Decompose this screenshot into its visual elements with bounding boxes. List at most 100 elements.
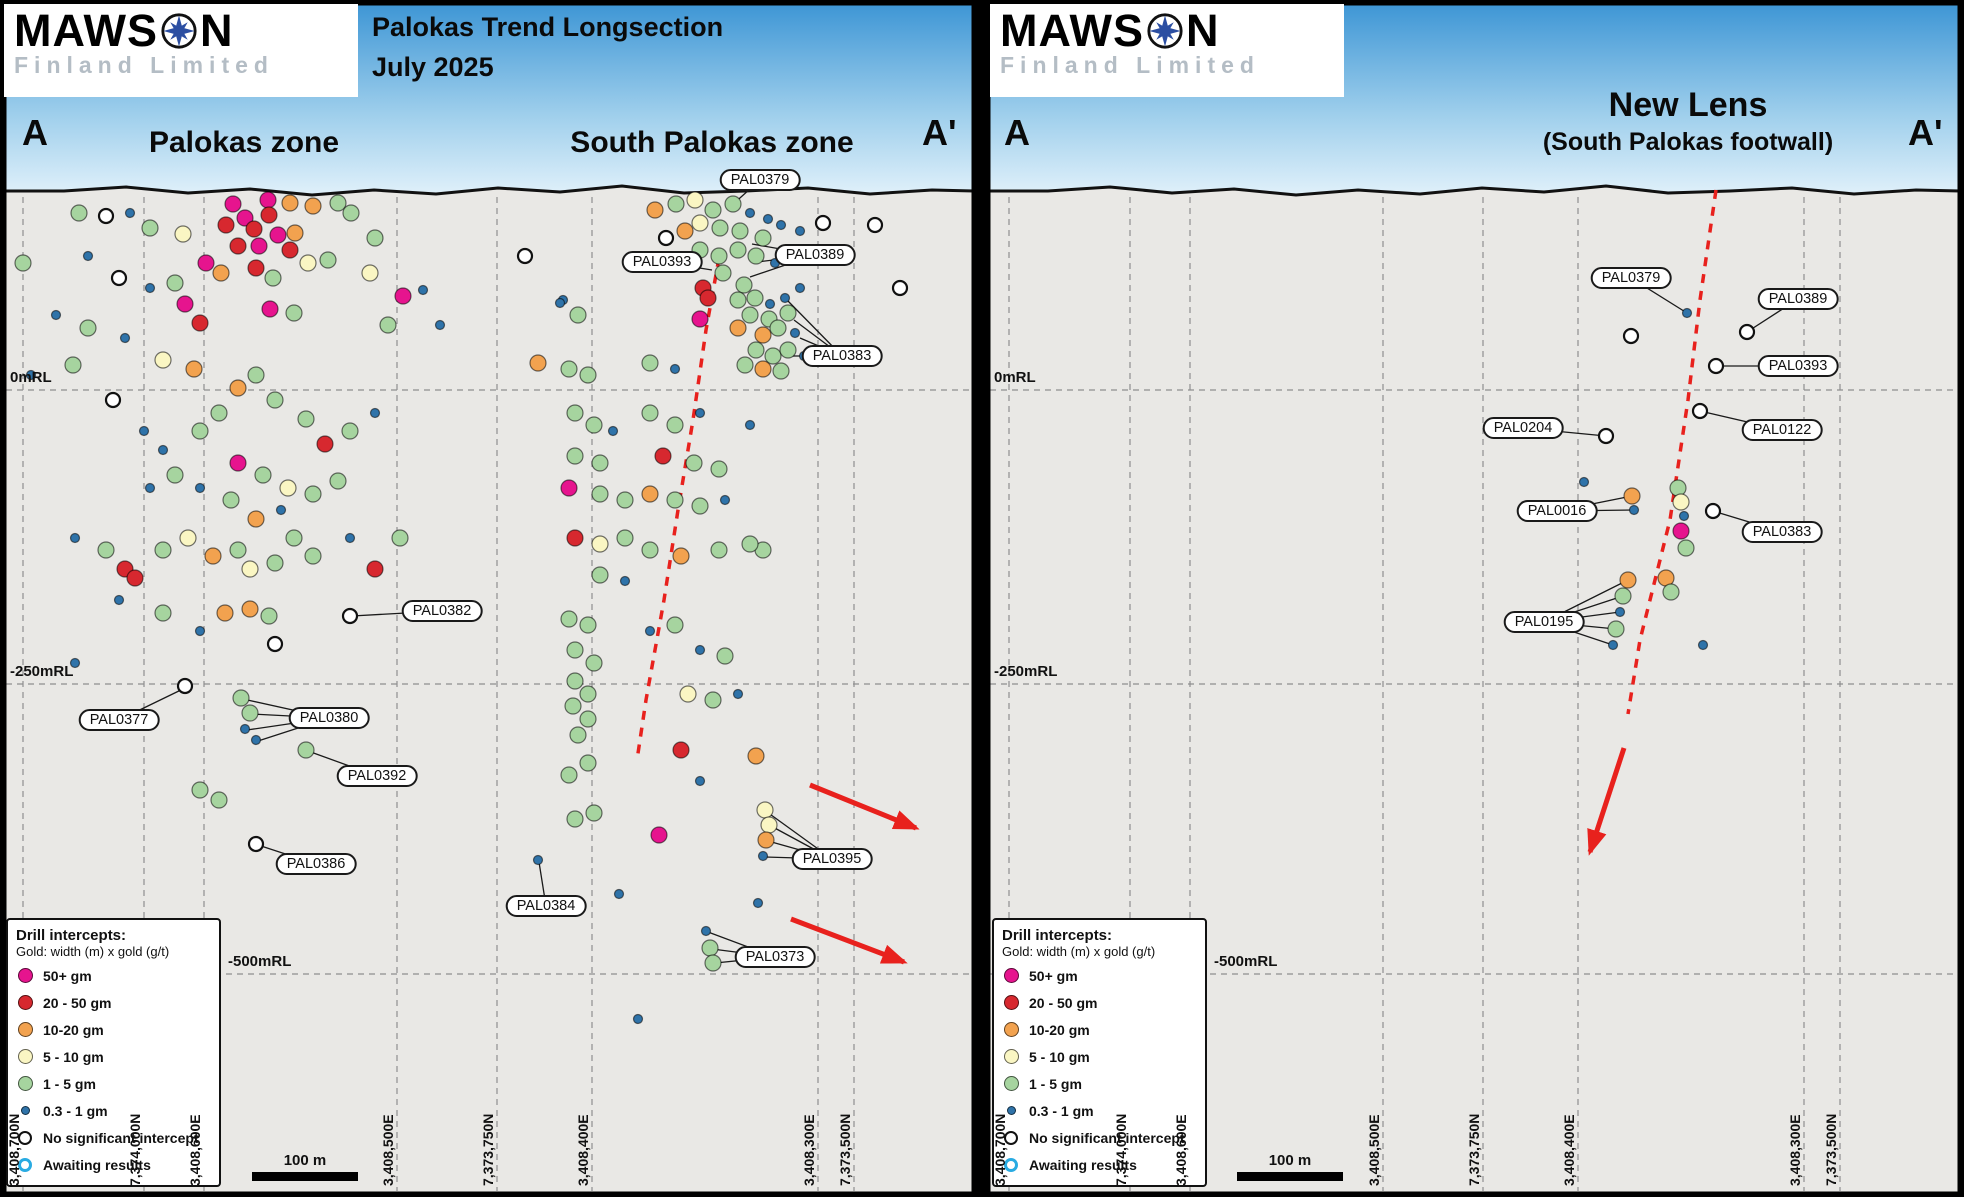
drill-intercept <box>762 213 774 225</box>
drill-intercept <box>694 775 706 787</box>
drill-intercept <box>1707 357 1725 375</box>
drill-intercept <box>714 264 732 282</box>
drill-intercept <box>166 274 184 292</box>
drill-intercept <box>613 888 625 900</box>
drill-intercept <box>212 264 230 282</box>
drill-intercept <box>616 491 634 509</box>
drill-intercept <box>735 276 753 294</box>
drill-intercept <box>229 379 247 397</box>
drill-intercept <box>297 741 315 759</box>
drill-intercept <box>716 647 734 665</box>
drill-intercept <box>704 954 722 972</box>
drill-intercept <box>97 541 115 559</box>
drill-intercept <box>798 350 810 362</box>
drill-intercept <box>566 529 584 547</box>
drill-intercept <box>319 251 337 269</box>
drill-intercept <box>260 206 278 224</box>
drill-intercept <box>250 734 262 746</box>
drill-intercept <box>654 447 672 465</box>
drill-intercept <box>241 704 259 722</box>
drill-intercept <box>779 341 797 359</box>
drill-intercept <box>644 625 656 637</box>
drill-intercept <box>1614 587 1632 605</box>
drill-intercept <box>366 229 384 247</box>
surface-line <box>988 184 1961 197</box>
drill-intercept <box>119 332 131 344</box>
drill-intercept <box>657 229 675 247</box>
drill-intercept <box>266 635 284 653</box>
drill-intercept <box>641 485 659 503</box>
drill-intercept <box>772 362 790 380</box>
drill-intercept <box>144 282 156 294</box>
drill-intercept <box>754 229 772 247</box>
drill-intercept <box>691 497 709 515</box>
drill-intercept <box>241 600 259 618</box>
drill-intercept <box>1691 402 1709 420</box>
drill-intercept <box>794 225 806 237</box>
plunge-arrow <box>809 782 920 831</box>
drill-intercept <box>729 241 747 259</box>
drill-intercept <box>1607 620 1625 638</box>
drill-intercept <box>579 710 597 728</box>
drill-intercept <box>275 504 287 516</box>
drill-intercept <box>724 195 742 213</box>
drill-intercept <box>566 810 584 828</box>
drill-intercept <box>229 237 247 255</box>
drill-intercept <box>732 688 744 700</box>
drill-intercept <box>113 594 125 606</box>
drill-intercept <box>564 697 582 715</box>
drill-intercept <box>64 356 82 374</box>
drill-intercept <box>1704 502 1722 520</box>
drill-intercept <box>710 541 728 559</box>
drill-intercept <box>254 466 272 484</box>
drill-intercept <box>391 529 409 547</box>
drill-intercept <box>141 219 159 237</box>
drill-intercept <box>144 482 156 494</box>
drill-intercept <box>369 407 381 419</box>
drill-intercept <box>110 269 128 287</box>
drill-intercept <box>194 625 206 637</box>
drill-intercept <box>729 291 747 309</box>
drill-intercept <box>285 304 303 322</box>
drill-intercept <box>299 254 317 272</box>
drill-intercept <box>304 547 322 565</box>
drill-intercept <box>1578 476 1590 488</box>
drill-intercept <box>694 407 706 419</box>
drill-intercept <box>779 292 791 304</box>
drill-intercept <box>747 747 765 765</box>
drill-intercept <box>579 685 597 703</box>
drill-intercept <box>591 535 609 553</box>
drill-intercept <box>736 356 754 374</box>
drill-intercept <box>247 259 265 277</box>
drill-intercept <box>616 529 634 547</box>
drill-intercept <box>69 532 81 544</box>
drill-intercept <box>269 226 287 244</box>
sky <box>4 4 974 206</box>
drill-intercept <box>417 284 429 296</box>
drill-intercept <box>666 616 684 634</box>
drill-intercept <box>14 254 32 272</box>
drill-intercept <box>741 306 759 324</box>
drill-intercept <box>704 691 722 709</box>
drill-intercept <box>126 569 144 587</box>
drill-intercept <box>560 360 578 378</box>
drill-intercept <box>757 831 775 849</box>
drill-intercept <box>699 289 717 307</box>
drill-intercept <box>1614 606 1626 618</box>
drill-intercept <box>210 791 228 809</box>
drill-intercept <box>754 326 772 344</box>
drill-intercept <box>176 677 194 695</box>
drill-intercept <box>79 319 97 337</box>
drill-intercept <box>814 214 832 232</box>
drill-intercept <box>217 216 235 234</box>
drill-intercept <box>585 416 603 434</box>
drill-intercept <box>1623 487 1641 505</box>
drill-intercept <box>204 547 222 565</box>
drill-intercept <box>366 560 384 578</box>
drill-intercept <box>266 391 284 409</box>
drill-intercept <box>174 225 192 243</box>
drill-intercept <box>1619 571 1637 589</box>
drill-intercept <box>789 327 801 339</box>
drill-intercept <box>591 454 609 472</box>
drill-intercept <box>516 247 534 265</box>
